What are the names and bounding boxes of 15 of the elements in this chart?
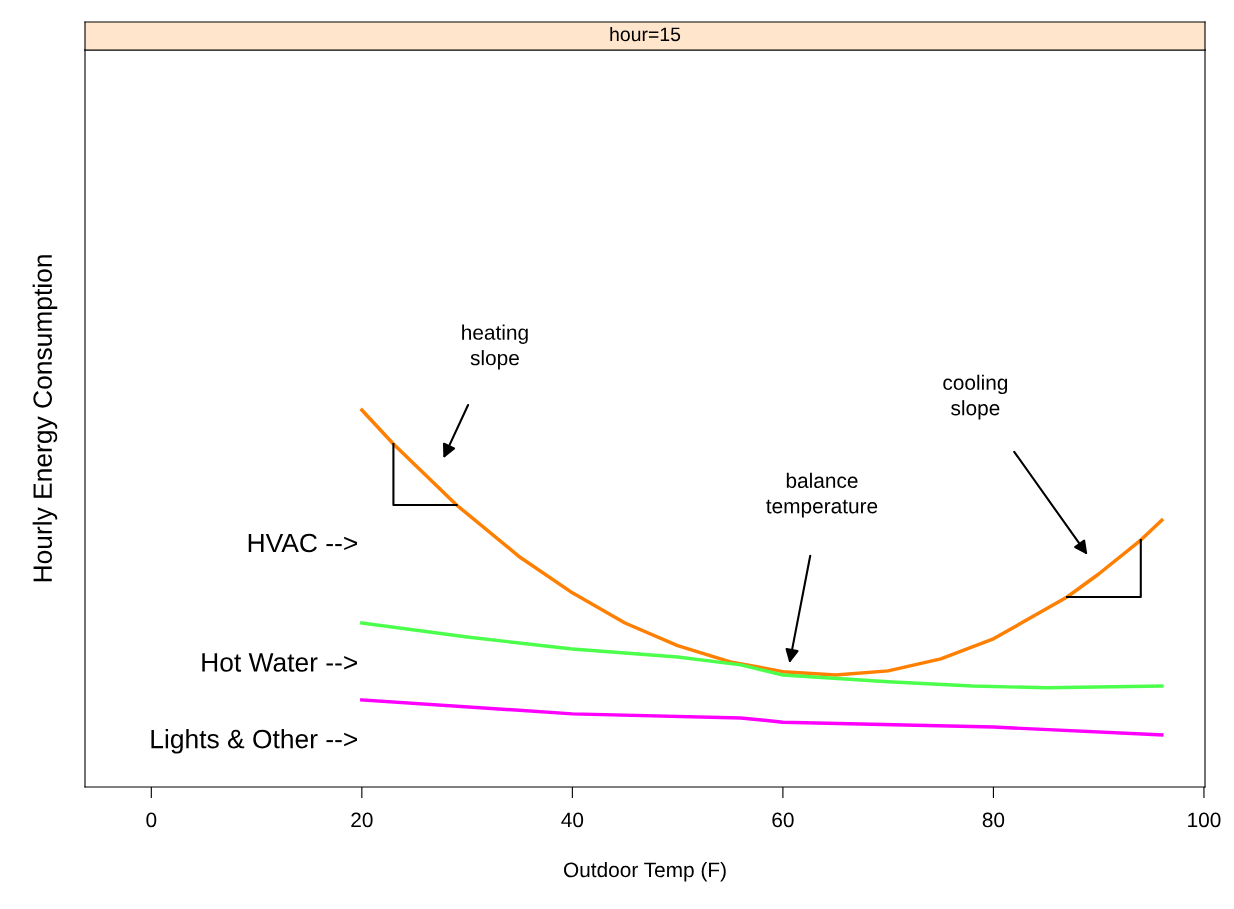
x-tick-label: 0 <box>146 812 157 828</box>
x-tick-label: 60 <box>772 812 794 828</box>
y-axis-title: Hourly Energy Consumption <box>32 255 58 582</box>
text: heating slope <box>462 324 528 370</box>
chart-title: hour=15 <box>610 26 681 42</box>
x-tick-label: 20 <box>351 812 373 828</box>
annotation: HVAC --> <box>248 533 357 553</box>
x-tick-label: 80 <box>982 812 1005 828</box>
x-tick-label: 40 <box>561 812 584 828</box>
annotation: balance temperature <box>766 472 878 518</box>
x-tick-label: 100 <box>1188 812 1221 828</box>
annotation: cooling slope <box>943 374 1008 420</box>
annotation: Hot Water --> <box>202 653 357 672</box>
annotation: Lights & Other --> <box>151 729 357 754</box>
x-axis-title: Outdoor Temp (F) <box>563 861 726 882</box>
